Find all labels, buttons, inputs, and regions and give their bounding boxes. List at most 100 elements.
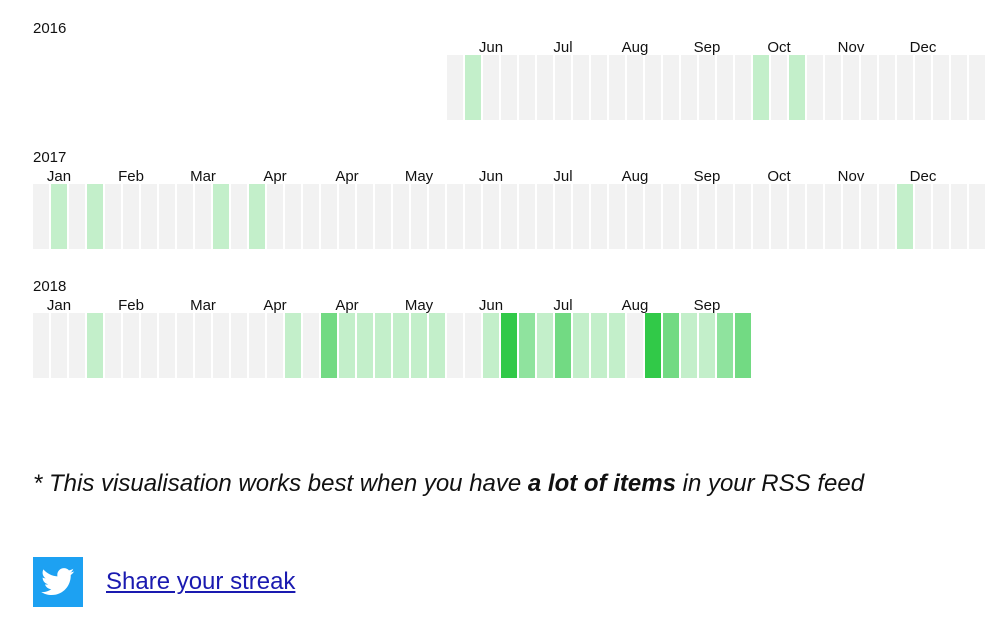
- week-cell: [555, 55, 571, 120]
- week-cell: [717, 184, 733, 249]
- week-cell: [141, 184, 157, 249]
- month-label: Dec: [909, 168, 937, 185]
- week-cell: [933, 55, 949, 120]
- share-streak-link[interactable]: Share your streak: [106, 568, 296, 595]
- week-cell: [69, 313, 85, 378]
- month-label: Jun: [478, 39, 504, 56]
- week-cell: [339, 184, 355, 249]
- footnote-bold: a lot of items: [527, 470, 676, 497]
- twitter-share-button[interactable]: [33, 557, 83, 607]
- week-cell: [159, 313, 175, 378]
- week-cell: [591, 55, 607, 120]
- week-cell: [465, 313, 481, 378]
- year-label: 2017: [33, 149, 67, 166]
- week-cell: [843, 184, 859, 249]
- week-cell: [825, 184, 841, 249]
- week-cell: [861, 184, 877, 249]
- month-label: Jan: [46, 297, 72, 314]
- week-cell: [699, 55, 715, 120]
- week-cell: [465, 55, 481, 120]
- week-cell: [699, 313, 715, 378]
- month-label: May: [404, 297, 434, 314]
- month-label: Sep: [693, 168, 721, 185]
- month-label: Jul: [553, 168, 573, 185]
- month-label: Apr: [263, 297, 287, 314]
- month-label: Aug: [621, 168, 649, 185]
- week-cell: [141, 313, 157, 378]
- week-cell: [447, 55, 463, 120]
- month-label: Aug: [621, 297, 649, 314]
- month-label: Jun: [478, 168, 504, 185]
- week-cell: [573, 184, 589, 249]
- week-cell: [483, 55, 499, 120]
- month-label: Sep: [693, 39, 721, 56]
- week-cell: [609, 55, 625, 120]
- week-cell: [357, 313, 373, 378]
- week-cell: [321, 313, 337, 378]
- week-cell: [303, 184, 319, 249]
- week-cell: [717, 55, 733, 120]
- week-cell: [519, 184, 535, 249]
- week-cell: [393, 184, 409, 249]
- week-cell: [249, 184, 265, 249]
- week-cell: [573, 55, 589, 120]
- week-cell: [915, 55, 931, 120]
- week-cell: [969, 184, 985, 249]
- week-cell: [231, 184, 247, 249]
- week-cell: [231, 313, 247, 378]
- week-cell: [447, 313, 463, 378]
- week-cell: [51, 313, 67, 378]
- week-cell: [177, 184, 193, 249]
- week-cell: [771, 184, 787, 249]
- week-cell: [663, 55, 679, 120]
- month-label: Aug: [621, 39, 649, 56]
- week-cell: [195, 184, 211, 249]
- month-label: Apr: [335, 168, 359, 185]
- footnote: * This visualisation works best when you…: [33, 470, 864, 498]
- week-cell: [591, 313, 607, 378]
- month-label: Feb: [118, 168, 144, 185]
- week-cell: [105, 184, 121, 249]
- week-cell: [177, 313, 193, 378]
- week-cell: [33, 184, 49, 249]
- week-cell: [663, 184, 679, 249]
- week-cell: [357, 184, 373, 249]
- week-cell: [843, 55, 859, 120]
- week-cell: [735, 184, 751, 249]
- month-label: Apr: [335, 297, 359, 314]
- month-label: Oct: [767, 39, 791, 56]
- month-label: Mar: [190, 297, 216, 314]
- month-label: Apr: [263, 168, 287, 185]
- twitter-icon: [41, 568, 75, 596]
- week-cell: [789, 184, 805, 249]
- month-label: Nov: [837, 39, 865, 56]
- week-cell: [465, 184, 481, 249]
- week-cell: [771, 55, 787, 120]
- footnote-suffix: in your RSS feed: [675, 470, 865, 497]
- week-cell: [123, 313, 139, 378]
- week-cell: [537, 55, 553, 120]
- week-cell: [627, 184, 643, 249]
- week-cell: [483, 184, 499, 249]
- week-cell: [501, 184, 517, 249]
- week-cell: [897, 184, 913, 249]
- week-cell: [285, 313, 301, 378]
- week-cell: [555, 184, 571, 249]
- year-label: 2018: [33, 278, 67, 295]
- week-cell: [879, 184, 895, 249]
- week-cell: [915, 184, 931, 249]
- week-cell: [969, 55, 985, 120]
- week-cell: [33, 313, 49, 378]
- week-cell: [87, 184, 103, 249]
- week-cell: [339, 313, 355, 378]
- week-cell: [375, 313, 391, 378]
- month-label: Jun: [478, 297, 504, 314]
- week-cell: [285, 184, 301, 249]
- week-cell: [627, 55, 643, 120]
- month-label: Feb: [118, 297, 144, 314]
- month-label: Mar: [190, 168, 216, 185]
- footnote-prefix: * This visualisation works best when you…: [33, 470, 528, 497]
- week-cell: [537, 313, 553, 378]
- week-cell: [807, 184, 823, 249]
- month-label: Sep: [693, 297, 721, 314]
